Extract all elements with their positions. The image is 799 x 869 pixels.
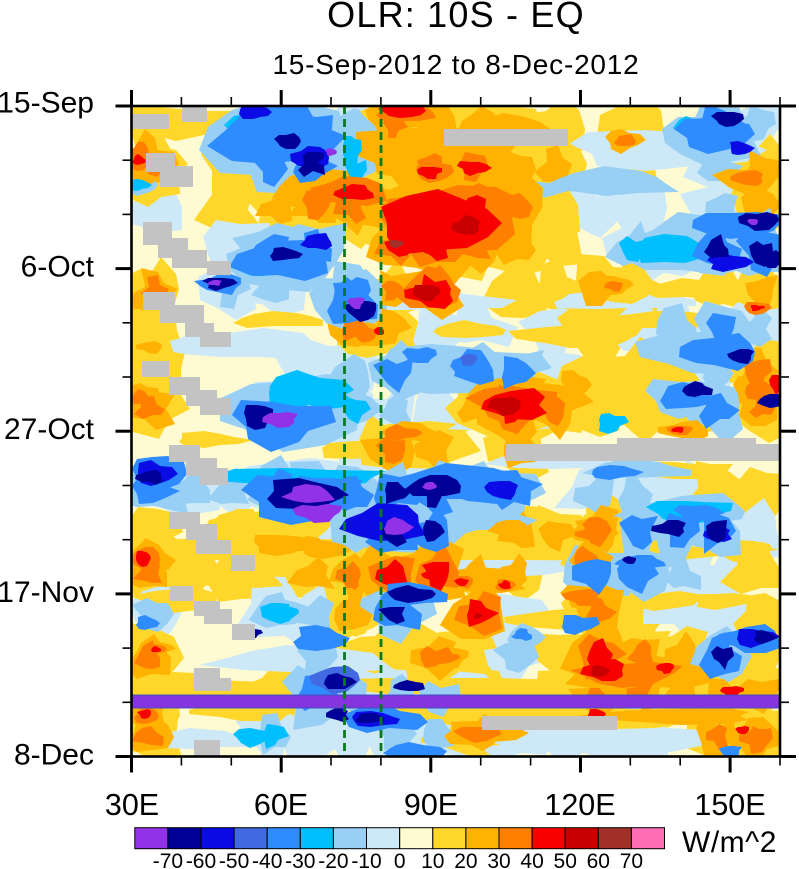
svg-text:-40: -40 <box>252 850 282 869</box>
svg-text:-20: -20 <box>318 850 348 869</box>
svg-text:15-Sep-2012 to 8-Dec-2012: 15-Sep-2012 to 8-Dec-2012 <box>272 49 639 80</box>
svg-text:8-Dec: 8-Dec <box>14 739 94 772</box>
svg-text:27-Oct: 27-Oct <box>4 413 95 446</box>
svg-text:17-Nov: 17-Nov <box>0 576 94 609</box>
svg-text:70: 70 <box>620 850 643 869</box>
svg-text:-50: -50 <box>219 850 249 869</box>
svg-text:50: 50 <box>554 850 577 869</box>
svg-text:60: 60 <box>587 850 610 869</box>
svg-text:15-Sep: 15-Sep <box>0 87 94 120</box>
svg-text:40: 40 <box>520 850 543 869</box>
svg-text:150E: 150E <box>694 788 765 822</box>
svg-text:-10: -10 <box>351 850 381 869</box>
svg-text:20: 20 <box>454 850 477 869</box>
svg-text:30: 30 <box>487 850 510 869</box>
svg-text:OLR: 10S - EQ: OLR: 10S - EQ <box>327 0 585 35</box>
svg-text:-30: -30 <box>285 850 315 869</box>
svg-text:W/m^2: W/m^2 <box>682 826 777 859</box>
svg-text:10: 10 <box>421 850 444 869</box>
svg-text:30E: 30E <box>105 788 159 822</box>
svg-text:6-Oct: 6-Oct <box>21 251 95 284</box>
svg-text:0: 0 <box>394 850 406 869</box>
svg-text:-60: -60 <box>186 850 216 869</box>
svg-text:-70: -70 <box>153 850 183 869</box>
svg-text:60E: 60E <box>254 788 308 822</box>
svg-text:120E: 120E <box>544 788 615 822</box>
svg-text:90E: 90E <box>404 788 458 822</box>
